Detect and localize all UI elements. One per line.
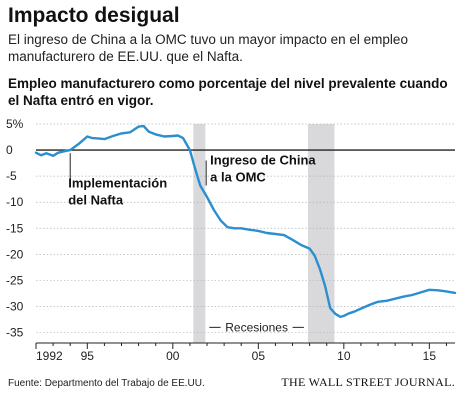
- chart-description: Empleo manufacturero como porcentaje del…: [8, 76, 448, 108]
- x-axis: 1992 95 00 05 10 15: [35, 342, 455, 363]
- chart-subtitle: El ingreso de China a la OMC tuvo un may…: [8, 32, 408, 64]
- y-tick-label: -35: [6, 326, 24, 340]
- recession-legend-label: Recesiones: [225, 320, 288, 334]
- y-tick-label: -20: [6, 247, 24, 261]
- recession-band-1: [193, 124, 206, 343]
- annotation-nafta-text: Implementación: [68, 176, 167, 191]
- y-tick-label: -25: [6, 273, 24, 287]
- series-line: [34, 124, 457, 319]
- annotation-nafta-text: del Nafta: [68, 193, 124, 208]
- annotations: Recesiones Implementación del Nafta Ingreso…: [68, 153, 316, 335]
- y-tick-label: -15: [6, 221, 24, 235]
- x-tick-label: 15: [423, 349, 437, 363]
- gridlines: [36, 123, 455, 333]
- y-axis-labels: 5% 0 -5 -10 -15 -20 -25 -30 -35: [6, 117, 24, 340]
- annotation-omc-text: a la OMC: [210, 170, 266, 185]
- publisher-logo: THE WALL STREET JOURNAL.: [281, 375, 455, 389]
- y-tick-label: -5: [6, 169, 17, 183]
- x-tick-label: 1992: [36, 349, 63, 363]
- chart-title: Impacto desigual: [8, 4, 180, 27]
- y-tick-label: -10: [6, 195, 24, 209]
- x-tick-label: 05: [252, 349, 266, 363]
- series-line-group: [34, 124, 457, 319]
- y-tick-label: 5%: [6, 117, 24, 131]
- x-tick-label: 10: [337, 349, 351, 363]
- x-tick-label: 00: [166, 349, 180, 363]
- y-tick-label: 0: [6, 143, 13, 157]
- source-note: Fuente: Departmento del Trabajo de EE.UU…: [8, 378, 205, 389]
- annotation-omc-text: Ingreso de China: [210, 153, 316, 168]
- x-tick-label: 95: [81, 349, 95, 363]
- y-tick-label: -30: [6, 300, 24, 314]
